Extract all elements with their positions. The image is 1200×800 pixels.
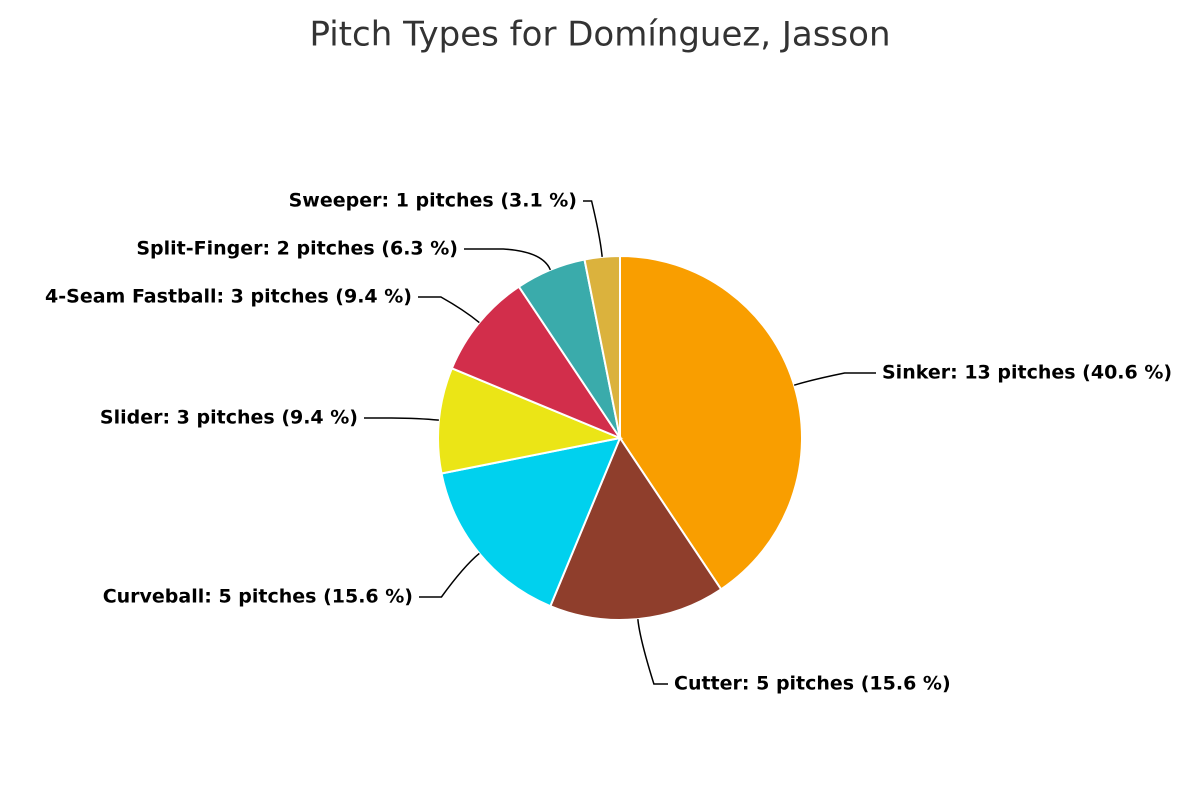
- connector: [583, 200, 603, 257]
- pie-slice: [583, 254, 621, 439]
- pie-slice: [437, 367, 624, 475]
- data-label: Curveball: 5 pitches (15.6 %): [103, 586, 413, 608]
- connector: [793, 372, 876, 386]
- pie-slice: [450, 285, 623, 441]
- chart-title: Pitch Types for Domínguez, Jasson: [309, 15, 890, 55]
- data-label: Sweeper: 1 pitches (3.1 %): [289, 190, 577, 212]
- pie-slice: [549, 435, 723, 621]
- data-label: Split-Finger: 2 pitches (6.3 %): [136, 238, 458, 260]
- pie-slice: [440, 436, 622, 608]
- data-label: Cutter: 5 pitches (15.6 %): [674, 673, 951, 695]
- connector: [419, 552, 480, 598]
- connector: [364, 417, 439, 421]
- connector: [464, 248, 552, 271]
- connector: [637, 619, 668, 685]
- data-label: Slider: 3 pitches (9.4 %): [100, 407, 358, 429]
- data-label: Sinker: 13 pitches (40.6 %): [882, 362, 1172, 384]
- data-label: 4-Seam Fastball: 3 pitches (9.4 %): [45, 286, 412, 308]
- connector: [418, 296, 480, 324]
